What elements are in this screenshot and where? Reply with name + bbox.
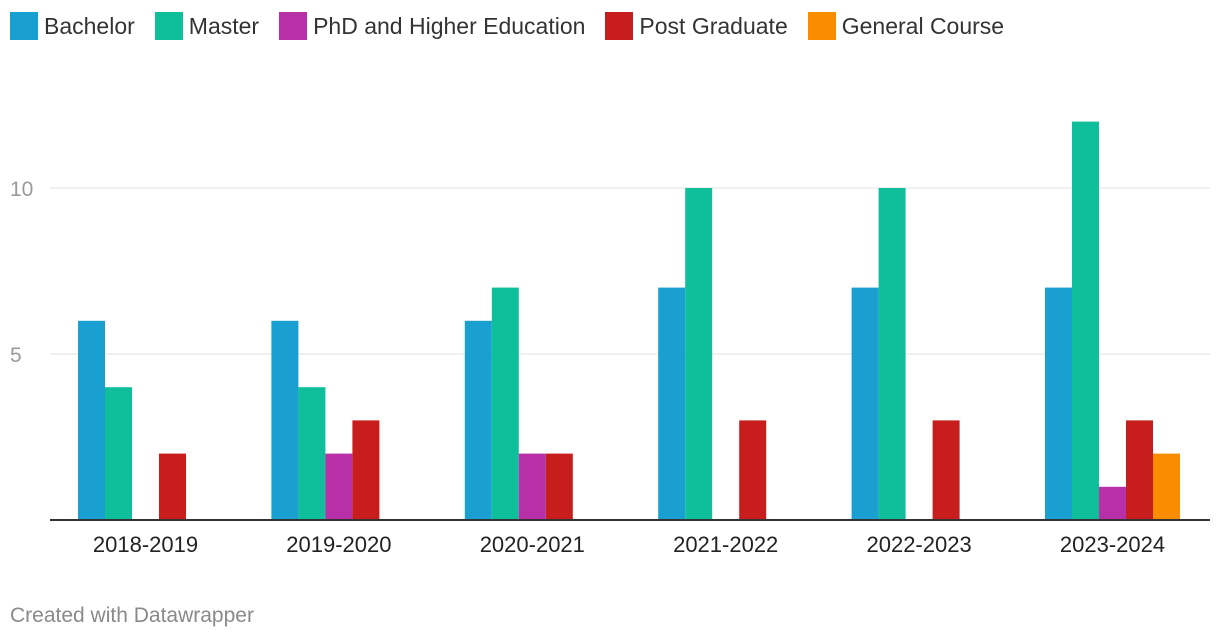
bar — [1045, 287, 1072, 520]
legend-label: Post Graduate — [639, 12, 788, 39]
bar — [78, 320, 105, 520]
bar — [159, 453, 186, 520]
bar — [1153, 453, 1180, 520]
y-tick-label: 10 — [10, 178, 33, 201]
bar — [878, 188, 906, 520]
bar — [739, 420, 767, 520]
legend: Bachelor Master PhD and Higher Education Po… — [10, 10, 1024, 42]
legend-swatch — [154, 12, 183, 40]
y-tick-label: 5 — [10, 344, 22, 367]
bar — [491, 287, 519, 520]
bar — [105, 387, 132, 520]
bar — [518, 453, 546, 520]
x-tick-label: 2018-2019 — [93, 532, 198, 557]
bar — [352, 420, 380, 520]
legend-item: Post Graduate — [605, 12, 788, 40]
legend-swatch — [605, 12, 634, 40]
x-tick-label: 2022-2023 — [866, 532, 971, 557]
legend-item: General Course — [807, 12, 1005, 40]
legend-swatch — [279, 12, 308, 40]
legend-label: Master — [188, 12, 260, 39]
legend-item: Master — [154, 12, 260, 40]
bar — [658, 287, 686, 520]
x-tick-label: 2019-2020 — [286, 532, 391, 557]
bar — [464, 320, 492, 520]
bar — [298, 387, 326, 520]
credit-text: Created with Datawrapper — [10, 604, 254, 627]
bar — [851, 287, 879, 520]
x-tick-label: 2023-2024 — [1060, 532, 1165, 557]
bar — [685, 188, 713, 520]
bar — [932, 420, 960, 520]
bar — [1072, 121, 1099, 520]
x-tick-label: 2020-2021 — [480, 532, 585, 557]
x-tick-label: 2021-2022 — [673, 532, 778, 557]
legend-item: PhD and Higher Education — [279, 12, 585, 40]
bar — [1126, 420, 1153, 520]
bar — [271, 320, 299, 520]
legend-label: Bachelor — [44, 12, 135, 39]
legend-swatch — [807, 12, 836, 40]
bar — [325, 453, 353, 520]
bar — [545, 453, 573, 520]
legend-label: PhD and Higher Education — [313, 12, 586, 39]
bar — [1099, 486, 1126, 520]
legend-label: General Course — [841, 12, 1005, 39]
legend-item: Bachelor — [10, 12, 135, 40]
legend-swatch — [10, 12, 38, 40]
